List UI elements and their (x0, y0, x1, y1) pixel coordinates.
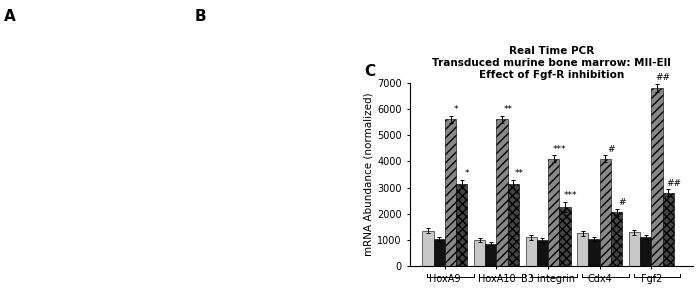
Bar (663, 193, 674, 266)
Bar (456, 184, 468, 266)
Bar (474, 240, 485, 266)
Text: #: # (607, 145, 615, 154)
Bar (496, 119, 507, 266)
Bar (629, 232, 640, 266)
Text: **: ** (514, 169, 524, 178)
Text: A: A (4, 9, 16, 24)
Bar (537, 240, 548, 266)
Text: **: ** (503, 105, 512, 114)
Bar (526, 237, 537, 266)
Text: *: * (454, 105, 458, 114)
Text: ***: *** (564, 191, 578, 200)
Text: #: # (619, 199, 626, 207)
Text: ##: ## (655, 73, 670, 82)
Text: C: C (364, 64, 375, 79)
Bar (445, 119, 456, 266)
Bar (589, 239, 600, 266)
Text: *: * (465, 169, 470, 178)
Bar (640, 237, 651, 266)
Bar (485, 244, 496, 266)
Bar (611, 212, 622, 266)
Text: ***: *** (552, 145, 566, 154)
Bar (651, 88, 663, 266)
Text: ##: ## (666, 179, 681, 188)
Bar (433, 239, 445, 266)
Text: B: B (194, 9, 206, 24)
Title: Real Time PCR
Transduced murine bone marrow: MII-Ell
Effect of Fgf-R inhibition: Real Time PCR Transduced murine bone mar… (432, 46, 671, 80)
Bar (578, 233, 589, 266)
Bar (422, 231, 433, 266)
Bar (600, 159, 611, 266)
Bar (548, 159, 559, 266)
Bar (508, 184, 519, 266)
Y-axis label: mRNA Abundance (normalized): mRNA Abundance (normalized) (363, 93, 373, 256)
Bar (559, 207, 570, 266)
